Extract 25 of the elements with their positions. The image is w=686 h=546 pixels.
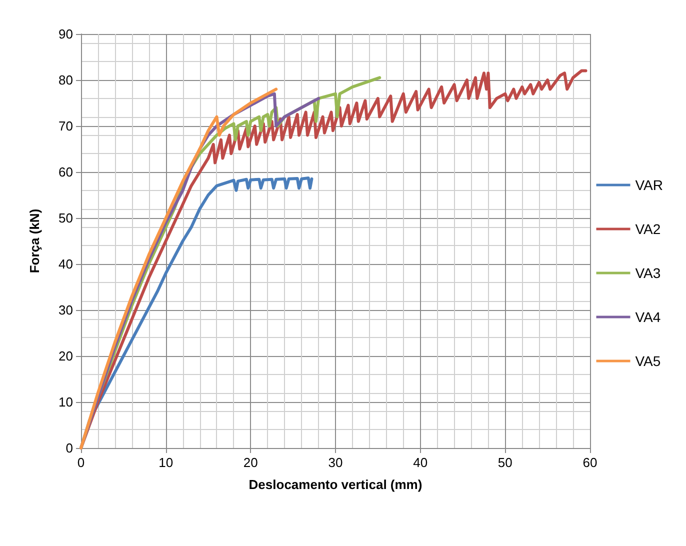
y-tick-label: 70 xyxy=(58,118,73,134)
x-tick-label: 40 xyxy=(413,455,428,470)
y-axis-title: Força (kN) xyxy=(27,208,42,274)
legend-label: VA2 xyxy=(635,221,661,237)
y-tick-label: 50 xyxy=(58,210,73,226)
y-tick-label: 20 xyxy=(58,348,73,364)
legend-label: VAR xyxy=(635,177,664,193)
x-tick-label: 10 xyxy=(158,455,174,470)
legend-label: VA5 xyxy=(635,353,661,369)
x-tick-label: 0 xyxy=(77,455,85,470)
y-tick-label: 40 xyxy=(58,256,73,272)
x-tick-label: 20 xyxy=(243,455,258,470)
x-tick-label: 60 xyxy=(582,455,598,470)
legend-label: VA3 xyxy=(635,265,661,281)
line-series xyxy=(80,88,278,450)
y-tick-label: 90 xyxy=(58,26,73,42)
x-axis-title: Deslocamento vertical (mm) xyxy=(248,477,422,492)
x-tick-label: 50 xyxy=(498,455,512,470)
y-tick-label: 60 xyxy=(58,164,73,180)
x-tick-label: 30 xyxy=(328,455,343,470)
y-tick-label: 30 xyxy=(58,302,73,318)
y-tick-label: 10 xyxy=(58,394,73,410)
y-tick-label: 0 xyxy=(66,440,73,456)
legend-label: VA4 xyxy=(635,309,661,325)
y-tick-label: 80 xyxy=(58,72,73,88)
